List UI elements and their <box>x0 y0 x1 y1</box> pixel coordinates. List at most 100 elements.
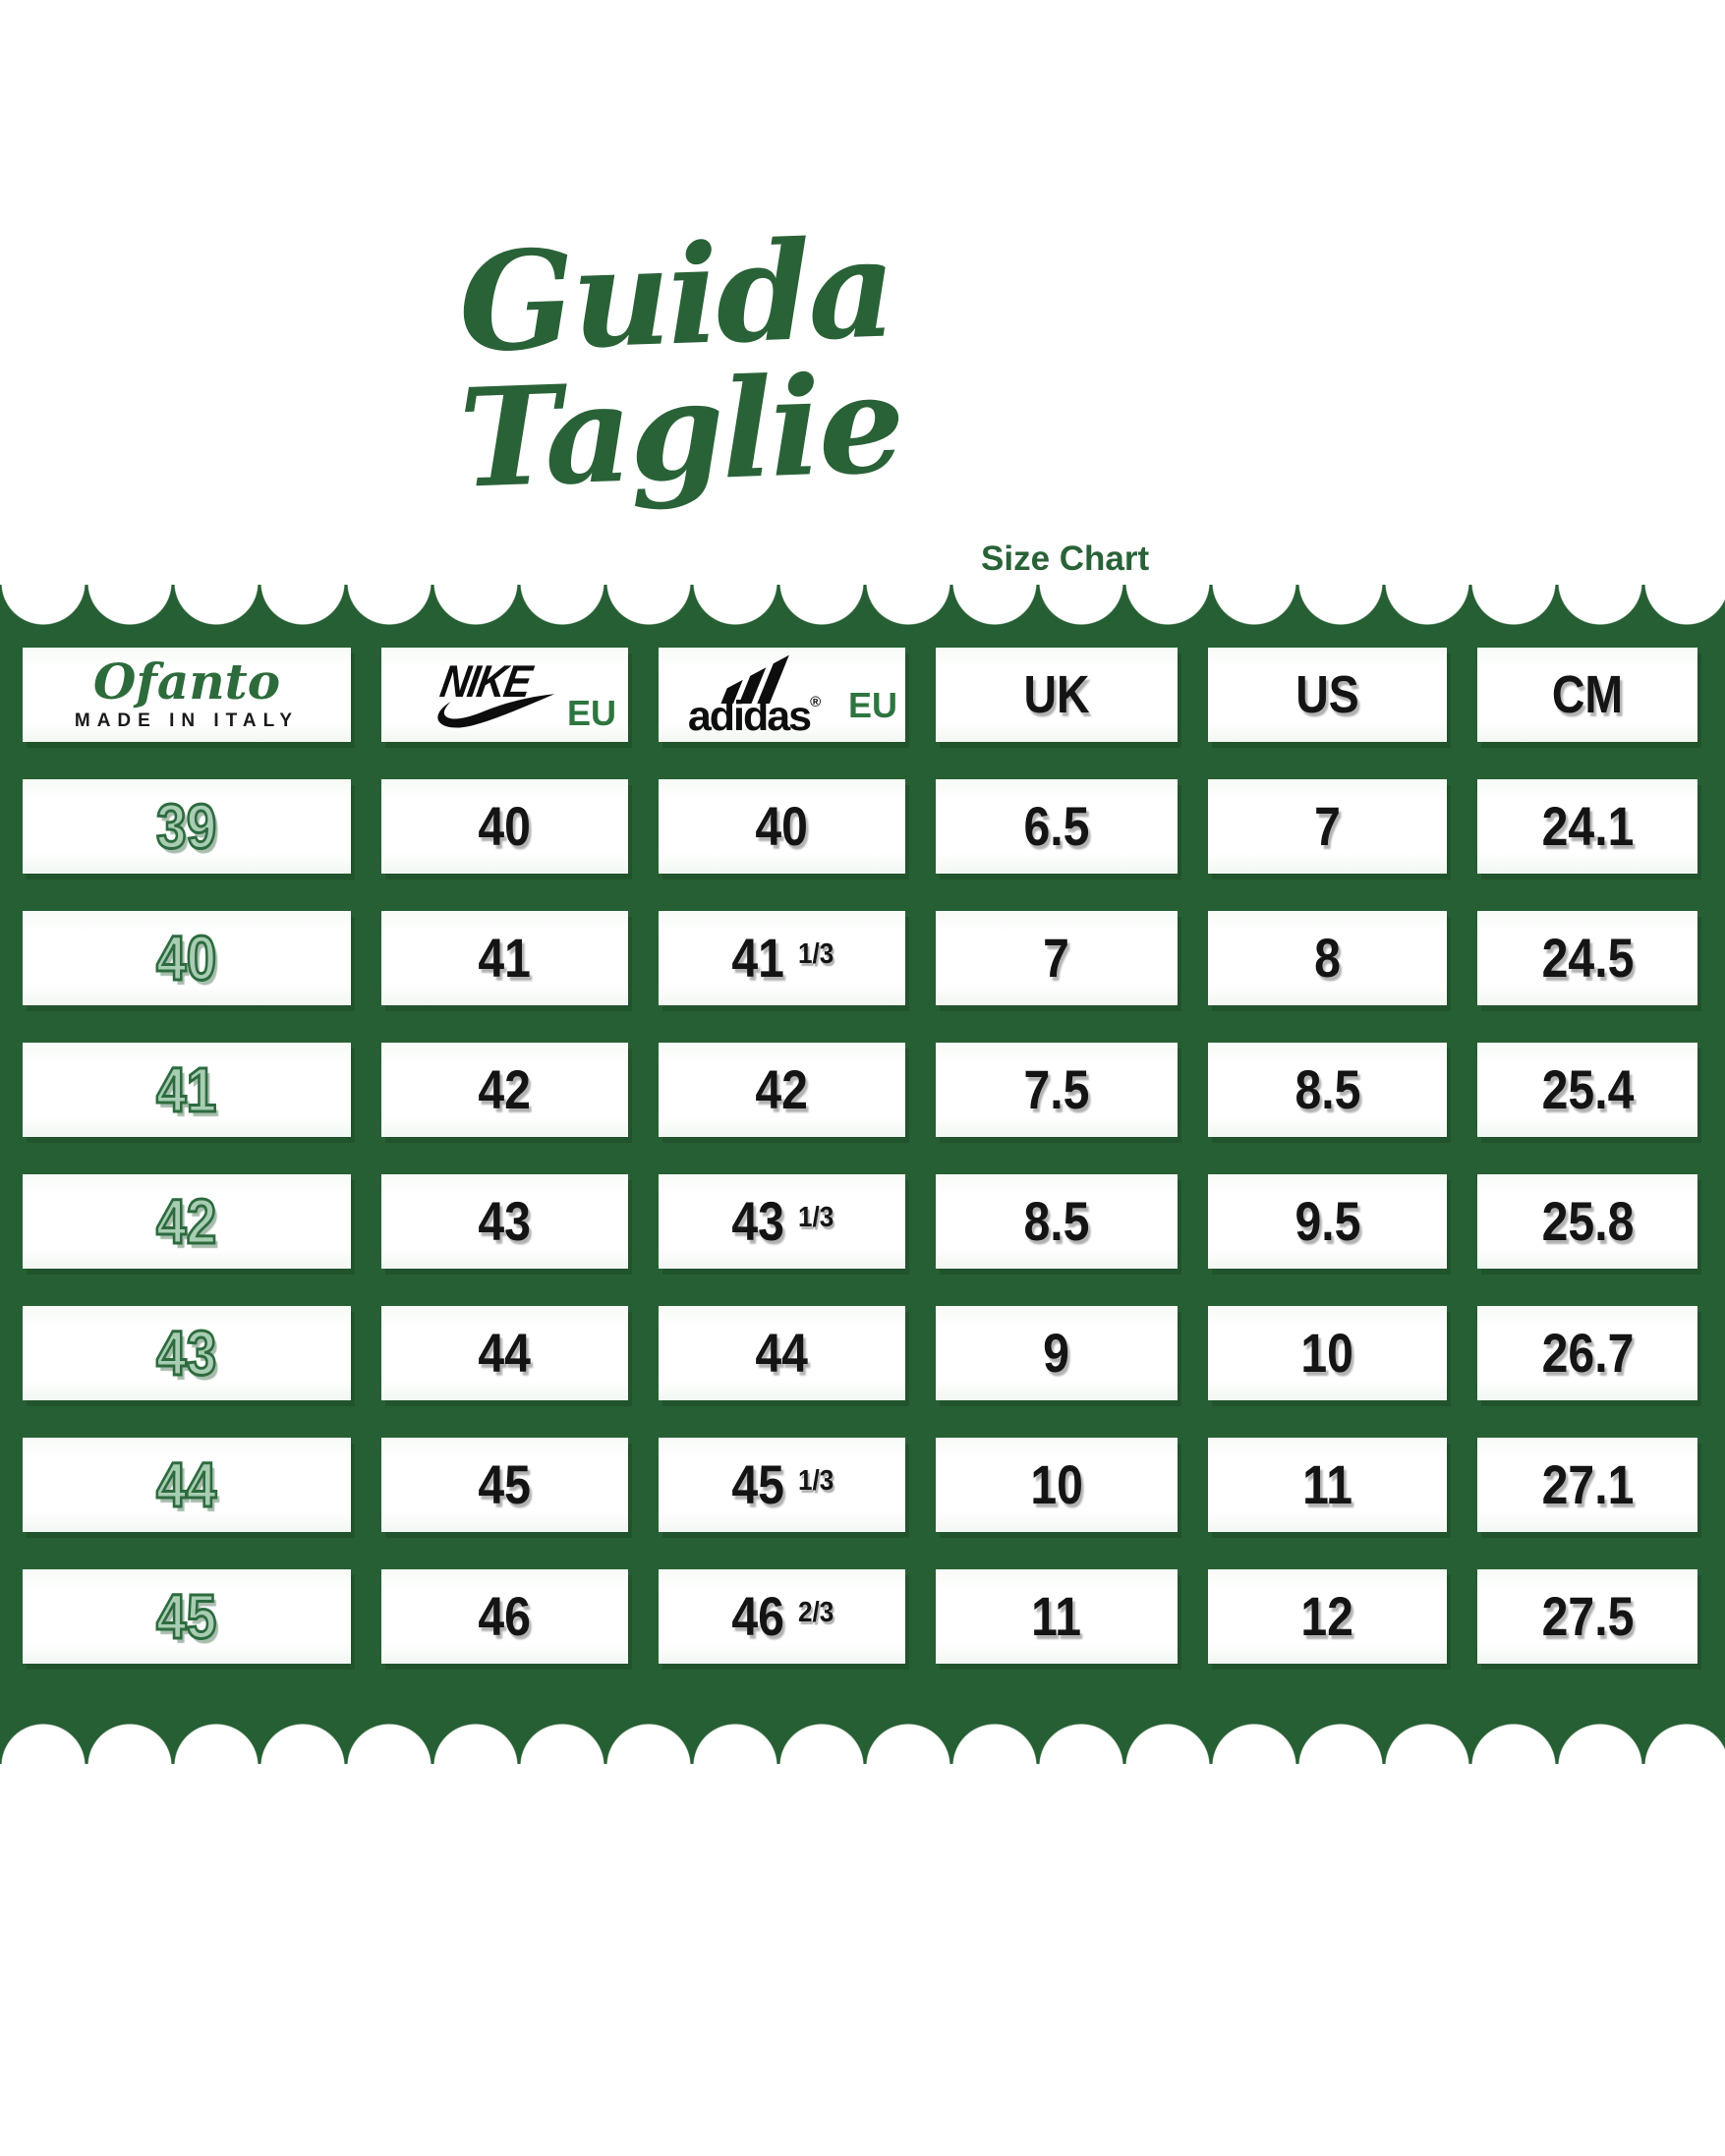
adidas-wordline: adidas ® <box>687 692 822 740</box>
cell-value: 45 <box>155 1581 218 1652</box>
cell-value: 40 <box>155 923 218 993</box>
cell-value: 46 <box>731 1585 785 1647</box>
table-cell-ofanto: 43 <box>23 1306 351 1400</box>
table-cell-cm: 27.5 <box>1477 1569 1697 1664</box>
cell-value: 8.5 <box>1294 1058 1360 1120</box>
table-cell-cm: 24.1 <box>1477 779 1697 874</box>
table-cell-nike: 40 <box>381 779 628 874</box>
cell-value: 26.7 <box>1541 1322 1634 1384</box>
cell-value: 44 <box>155 1449 218 1520</box>
cell-value: 6.5 <box>1023 795 1090 857</box>
adidas-bars-icon <box>720 653 791 704</box>
ofanto-tagline: MADE IN ITALY <box>74 710 300 731</box>
size-table: Ofanto MADE IN ITALY NIKE EU <box>0 585 1725 1664</box>
adidas-logo: adidas ® <box>688 652 821 738</box>
cell-value: 12 <box>1300 1585 1354 1647</box>
table-cell-adidas: 43 1/3 <box>659 1174 905 1269</box>
table-cell-ofanto: 40 <box>23 911 351 1005</box>
cell-value: 41 <box>731 927 785 989</box>
table-cell-nike: 43 <box>381 1174 628 1269</box>
cell-value: 42 <box>755 1058 809 1120</box>
cell-value: 39 <box>155 791 218 862</box>
table-cell-ofanto: 45 <box>23 1569 351 1664</box>
table-cell-us: 10 <box>1208 1306 1447 1400</box>
header-cell-adidas-eu: adidas ® EU <box>659 648 905 742</box>
cell-value: 8 <box>1314 927 1341 989</box>
cell-value: 43 <box>478 1190 532 1252</box>
cell-value: 25.4 <box>1541 1058 1634 1120</box>
header-cell-ofanto: Ofanto MADE IN ITALY <box>23 648 351 742</box>
cell-value: 10 <box>1300 1322 1354 1384</box>
cell-value: 40 <box>755 795 809 857</box>
cell-value: 42 <box>478 1058 532 1120</box>
cell-fraction: 1/3 <box>798 1201 834 1233</box>
cell-value: 41 <box>478 927 532 989</box>
page-subtitle: Size Chart <box>981 539 1150 578</box>
table-cell-adidas: 46 2/3 <box>659 1569 905 1664</box>
scallop-bottom-edge <box>0 1721 1725 1764</box>
cell-value: 11 <box>1302 1453 1352 1515</box>
table-cell-nike: 42 <box>381 1043 628 1137</box>
cell-value: 9 <box>1043 1322 1070 1384</box>
header-cell-cm: CM <box>1477 648 1697 742</box>
table-cell-us: 7 <box>1208 779 1447 874</box>
header-cell-nike-eu: NIKE EU <box>381 648 628 742</box>
table-cell-nike: 45 <box>381 1438 628 1532</box>
cell-value: 10 <box>1030 1453 1083 1515</box>
cm-column-header: CM <box>1551 665 1624 724</box>
cell-value: 7.5 <box>1023 1058 1090 1120</box>
cell-value: 25.8 <box>1541 1190 1634 1252</box>
table-cell-ofanto: 42 <box>23 1174 351 1269</box>
table-cell-adidas: 42 <box>659 1043 905 1137</box>
table-cell-uk: 11 <box>936 1569 1178 1664</box>
title-block: Guida Taglie Size Chart <box>0 0 1725 585</box>
table-cell-cm: 25.8 <box>1477 1174 1697 1269</box>
table-cell-uk: 7.5 <box>936 1043 1178 1137</box>
cell-value: 8.5 <box>1023 1190 1090 1252</box>
us-column-header: US <box>1295 665 1359 724</box>
table-cell-uk: 10 <box>936 1438 1178 1532</box>
table-cell-cm: 25.4 <box>1477 1043 1697 1137</box>
table-cell-adidas: 40 <box>659 779 905 874</box>
table-cell-us: 8.5 <box>1208 1043 1447 1137</box>
cell-value: 41 <box>155 1054 218 1125</box>
cell-value: 40 <box>478 795 532 857</box>
nike-eu-label: EU <box>566 693 616 733</box>
table-cell-ofanto: 44 <box>23 1438 351 1532</box>
cell-value: 7 <box>1314 795 1341 857</box>
table-cell-us: 11 <box>1208 1438 1447 1532</box>
table-cell-nike: 44 <box>381 1306 628 1400</box>
table-cell-us: 8 <box>1208 911 1447 1005</box>
table-cell-us: 12 <box>1208 1569 1447 1664</box>
cell-value: 7 <box>1043 927 1070 989</box>
cell-value: 11 <box>1031 1585 1082 1647</box>
cell-value: 9.5 <box>1294 1190 1360 1252</box>
table-cell-cm: 27.1 <box>1477 1438 1697 1532</box>
cell-value: 44 <box>755 1322 809 1384</box>
table-cell-cm: 24.5 <box>1477 911 1697 1005</box>
cell-fraction: 1/3 <box>798 937 834 970</box>
table-cell-adidas: 45 1/3 <box>659 1438 905 1532</box>
adidas-eu-label: EU <box>847 685 897 725</box>
uk-column-header: UK <box>1023 665 1090 724</box>
header-cell-uk: UK <box>936 648 1178 742</box>
table-cell-ofanto: 41 <box>23 1043 351 1137</box>
cell-value: 45 <box>478 1453 532 1515</box>
cell-fraction: 2/3 <box>798 1596 834 1628</box>
cell-value: 42 <box>155 1186 218 1257</box>
table-cell-nike: 46 <box>381 1569 628 1664</box>
table-cell-us: 9.5 <box>1208 1174 1447 1269</box>
adidas-wordmark: adidas <box>687 692 812 740</box>
registered-mark: ® <box>810 693 822 710</box>
table-cell-adidas: 44 <box>659 1306 905 1400</box>
cell-value: 44 <box>478 1322 532 1384</box>
cell-value: 43 <box>731 1190 785 1252</box>
table-cell-ofanto: 39 <box>23 779 351 874</box>
size-chart-panel: Ofanto MADE IN ITALY NIKE EU <box>0 585 1725 1764</box>
cell-value: 27.5 <box>1541 1585 1634 1647</box>
cell-value: 24.5 <box>1541 927 1634 989</box>
nike-logo: NIKE <box>402 655 569 731</box>
table-cell-uk: 8.5 <box>936 1174 1178 1269</box>
table-cell-adidas: 41 1/3 <box>659 911 905 1005</box>
cell-value: 45 <box>731 1453 785 1515</box>
